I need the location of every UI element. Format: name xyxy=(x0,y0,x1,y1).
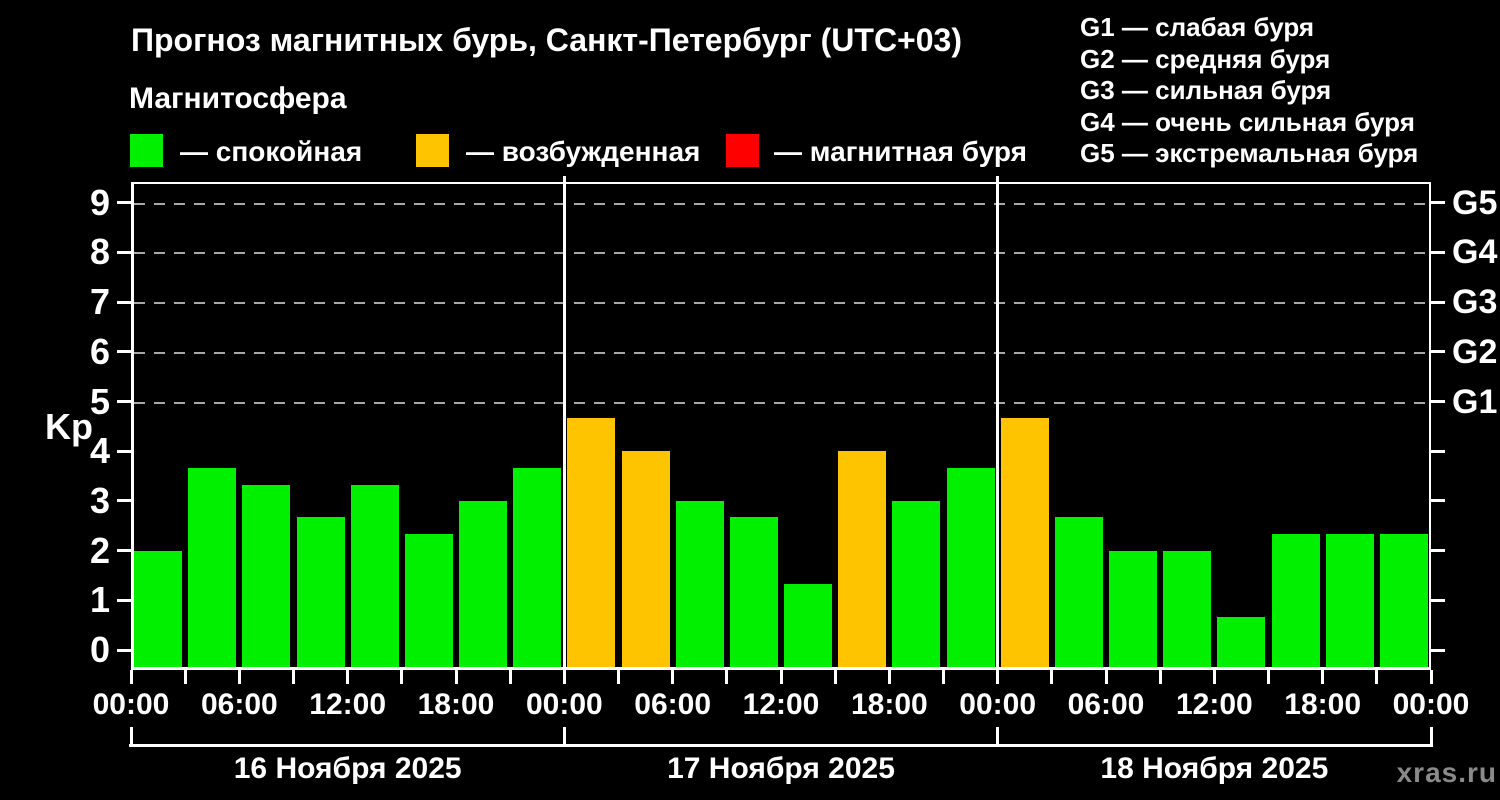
chart-title: Прогноз магнитных бурь, Санкт-Петербург … xyxy=(131,22,962,58)
kp-bar xyxy=(350,484,399,667)
gridline-kp-7 xyxy=(134,302,1428,305)
date-label: 16 Ноября 2025 xyxy=(233,752,462,785)
kp-bar xyxy=(134,550,183,667)
day-bracket-tick xyxy=(996,727,1000,747)
kp-bar xyxy=(567,417,616,667)
g-scale-item: G5 — экстремальная буря xyxy=(1080,138,1419,168)
legend-swatch-storm xyxy=(726,134,759,167)
gridline-kp-9 xyxy=(134,202,1428,205)
legend-swatch-quiet xyxy=(130,134,163,167)
kp-bar xyxy=(1325,534,1374,667)
kp-bar xyxy=(621,451,670,667)
legend-label-excited: — возбужденная xyxy=(466,136,701,167)
day-separator xyxy=(562,176,566,667)
gridline-kp-8 xyxy=(134,252,1428,255)
plot-frame-right xyxy=(1429,182,1431,670)
subtitle-magnetosphere: Магнитосфера xyxy=(129,82,347,115)
kp-bar xyxy=(946,467,995,667)
kp-bar xyxy=(784,583,833,667)
kp-bar xyxy=(1054,517,1103,667)
g-scale-item: G3 — сильная буря xyxy=(1080,75,1332,105)
g-scale-item: G1 — слабая буря xyxy=(1080,12,1315,42)
watermark-xras: xras.ru xyxy=(1396,757,1497,788)
legend-label-quiet: — спокойная xyxy=(180,136,363,167)
g-scale-legend: G1 — слабая буря G2 — средняя буря G3 — си… xyxy=(1080,12,1418,170)
kp-bar xyxy=(1109,550,1158,667)
gridline-kp-5 xyxy=(134,401,1428,404)
legend-swatch-excited xyxy=(416,134,449,167)
kp-bar xyxy=(1163,550,1212,667)
kp-bar xyxy=(1379,534,1428,667)
kp-bar xyxy=(1000,417,1049,667)
day-separator xyxy=(996,176,1000,667)
gridline-kp-6 xyxy=(134,351,1428,354)
plot-frame-left xyxy=(131,182,134,670)
y-axis-title: Kp xyxy=(45,406,93,447)
day-bracket-tick xyxy=(1429,727,1433,747)
kp-bar xyxy=(188,467,237,667)
day-bracket-tick xyxy=(562,727,566,747)
plot-frame-bottom xyxy=(131,667,1431,670)
legend-label-storm: — магнитная буря xyxy=(774,136,1027,167)
kp-bar xyxy=(838,451,887,667)
day-bracket-tick xyxy=(129,727,133,747)
g-scale-item: G2 — средняя буря xyxy=(1080,43,1331,74)
kp-bar xyxy=(296,517,345,667)
date-label: 18 Ноября 2025 xyxy=(1100,752,1329,785)
date-label: 17 Ноября 2025 xyxy=(667,752,895,785)
date-bracket xyxy=(129,744,1433,747)
kp-bar xyxy=(459,500,508,667)
plot-frame-top xyxy=(131,182,1431,184)
g-scale-item: G4 — очень сильная буря xyxy=(1080,106,1415,137)
kp-bar xyxy=(513,467,562,667)
kp-bar xyxy=(1271,534,1320,667)
kp-bar xyxy=(675,500,724,667)
kp-bar xyxy=(1217,616,1266,667)
kp-bar xyxy=(892,500,941,667)
kp-bar xyxy=(242,484,291,667)
kp-bar xyxy=(729,517,778,667)
plot-area xyxy=(131,176,1431,670)
kp-bar xyxy=(404,534,453,667)
